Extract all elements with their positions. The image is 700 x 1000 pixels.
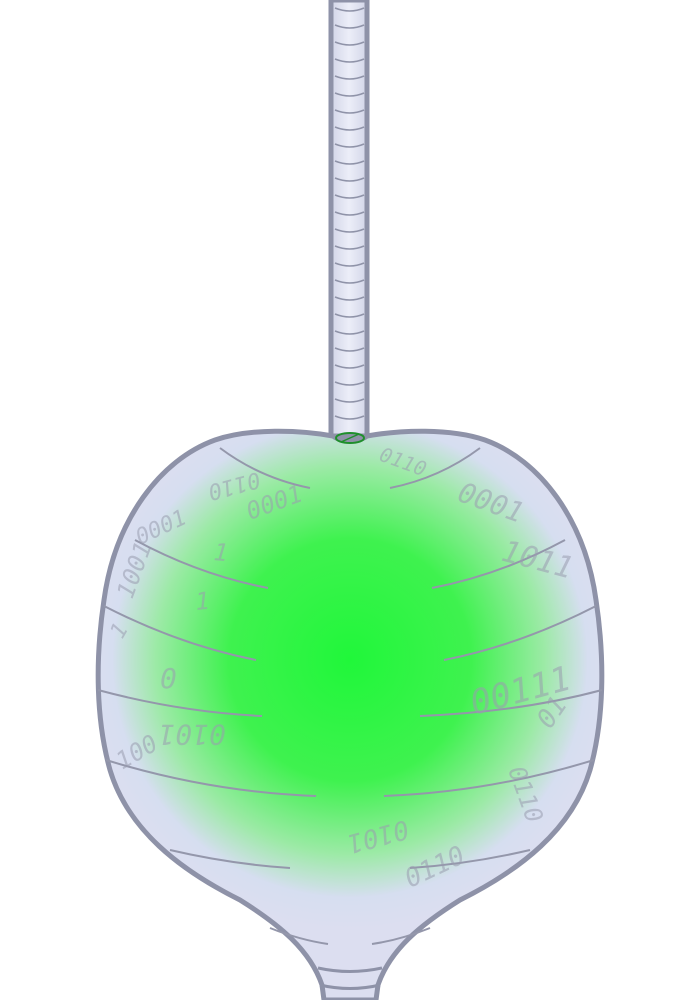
stem-ridge: [334, 279, 365, 284]
stem-ridge: [334, 194, 365, 199]
stem-ridge: [334, 313, 365, 318]
rib-line: [443, 605, 597, 661]
stem-ridge: [334, 415, 365, 420]
rib-line: [419, 689, 603, 717]
rib-line: [409, 849, 531, 869]
stem-ridge: [334, 330, 365, 335]
stem-ridge: [334, 398, 365, 403]
rib-line: [371, 927, 431, 945]
bulb-neck: [317, 966, 383, 990]
seam-mark: [335, 432, 365, 444]
stem-ridge: [334, 347, 365, 352]
stem-ridge: [334, 262, 365, 267]
rib-line: [105, 759, 317, 797]
stem-ridge: [334, 160, 365, 165]
stem-ridge: [334, 245, 365, 250]
binary-digit-group: 1: [212, 538, 229, 567]
bulb-body: [95, 428, 605, 1000]
rib-line: [134, 539, 269, 589]
stem-ridge: [334, 296, 365, 301]
binary-digit-group: 0: [160, 662, 177, 695]
stem-ridge: [334, 24, 365, 29]
stem-ridge: [334, 75, 365, 80]
rib-line: [431, 539, 566, 589]
stem-ridge: [334, 364, 365, 369]
rib-line: [389, 447, 481, 489]
stem-ridge: [334, 177, 365, 182]
stem-ridge: [334, 41, 365, 46]
stem-ridge: [334, 211, 365, 216]
stem-ridge: [334, 126, 365, 131]
rib-line: [169, 849, 291, 869]
rib-line: [97, 689, 263, 717]
rib-line: [383, 759, 595, 797]
binary-digit-group: 0101: [159, 718, 226, 751]
binary-digit-group: 1: [194, 587, 211, 616]
stem-tube: [328, 0, 370, 439]
rib-line: [269, 927, 329, 945]
stem-ridge: [334, 143, 365, 148]
stem-ridge: [334, 7, 365, 12]
stem-ridge: [334, 92, 365, 97]
stem-ridge: [334, 381, 365, 386]
rib-line: [219, 447, 311, 489]
rib-lines: [97, 447, 603, 945]
stem-ridge: [334, 58, 365, 63]
stem-ridge: [334, 109, 365, 114]
stem-ridge: [334, 228, 365, 233]
stem-ridges: [334, 7, 365, 420]
rib-line: [103, 605, 257, 661]
